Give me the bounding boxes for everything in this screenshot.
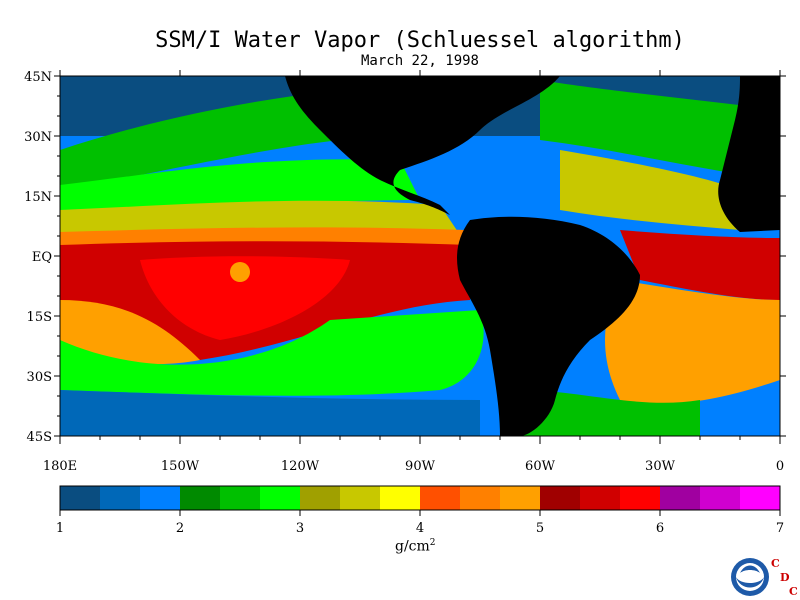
colorbar-swatch <box>500 486 541 510</box>
colorbar-labels: 1 2 3 4 5 6 7 <box>56 510 784 536</box>
lon-label: 180E <box>43 459 77 474</box>
ocean-north-atlantic-green <box>540 80 780 180</box>
colorbar-swatch <box>580 486 621 510</box>
colorbar-swatch <box>460 486 501 510</box>
noaa-logo-bird <box>740 565 760 573</box>
colorbar-swatch <box>300 486 341 510</box>
colorbar-swatch <box>620 486 661 510</box>
ocean-band-yellow-north <box>60 200 460 235</box>
unit-exponent: 2 <box>429 538 436 548</box>
colorbar-tick-label: 4 <box>416 521 424 536</box>
colorbar-swatch <box>180 486 221 510</box>
longitude-axis: 180E 150W 120W 90W 60W 30W 0 <box>43 70 784 474</box>
colorbar <box>59 485 781 511</box>
colorbar-swatch <box>140 486 181 510</box>
lat-label: EQ <box>32 250 52 265</box>
lat-label: 15N <box>24 190 52 205</box>
colorbar-swatch <box>700 486 741 510</box>
colorbar-tick-label: 6 <box>656 521 664 536</box>
ocean-patch-orange-south <box>60 300 200 365</box>
colorbar-swatch <box>660 486 701 510</box>
colorbar-tick-label: 2 <box>176 521 184 536</box>
colorbar-swatch <box>540 486 581 510</box>
ocean-atlantic-itcz-red <box>620 230 780 300</box>
logo-letter-c2: C <box>789 585 798 598</box>
noaa-logo-wave <box>736 577 764 588</box>
ocean-south-atlantic-green <box>520 390 700 436</box>
lon-label: 90W <box>405 459 436 474</box>
colorbar-swatch <box>260 486 301 510</box>
colorbar-swatch <box>60 486 101 510</box>
noaa-cdc-logo: C D C <box>731 557 798 598</box>
unit-text: g/cm <box>395 538 430 555</box>
ocean-band-north-green <box>60 90 340 190</box>
lat-label: 30N <box>24 130 52 145</box>
map-title: SSM/I Water Vapor (Schluessel algorithm) <box>155 28 685 53</box>
map-date: March 22, 1998 <box>360 53 479 69</box>
colorbar-tick-label: 3 <box>296 521 304 536</box>
ocean-core-bright-red <box>140 256 350 340</box>
colorbar-unit-label: g/cm2 <box>395 538 436 555</box>
lon-label: 120W <box>281 459 320 474</box>
logo-letter-d: D <box>780 571 790 584</box>
lat-label: 30S <box>27 370 52 385</box>
lat-label: 45N <box>24 70 52 85</box>
colorbar-tick-label: 1 <box>56 521 64 536</box>
lon-label: 30W <box>645 459 676 474</box>
lat-label: 15S <box>27 310 52 325</box>
latitude-axis: 45N 30N 15N EQ 15S 30S 45S <box>24 70 786 445</box>
logo-letter-c1: C <box>771 557 780 570</box>
colorbar-tick-label: 7 <box>776 521 784 536</box>
land-north-america <box>285 76 560 215</box>
colorbar-swatch <box>220 486 261 510</box>
lon-label: 150W <box>161 459 200 474</box>
ocean-band-south-green <box>60 310 484 396</box>
ocean-band-south-blue <box>60 390 480 436</box>
colorbar-swatch <box>340 486 381 510</box>
lon-label: 0 <box>776 459 784 474</box>
colorbar-swatch <box>380 486 421 510</box>
lon-label: 60W <box>525 459 556 474</box>
colorbar-swatch <box>100 486 141 510</box>
colorbar-swatch <box>740 486 781 510</box>
land-south-america <box>457 216 640 436</box>
ocean-north-atlantic-yellow <box>560 150 740 230</box>
colorbar-tick-label: 5 <box>536 521 544 536</box>
land-africa <box>718 76 780 232</box>
ocean-spot-orange <box>230 262 250 282</box>
colorbar-swatch <box>420 486 461 510</box>
lat-label: 45S <box>27 430 52 445</box>
ocean-south-atlantic-orange <box>605 280 780 404</box>
water-vapor-field <box>60 76 780 436</box>
